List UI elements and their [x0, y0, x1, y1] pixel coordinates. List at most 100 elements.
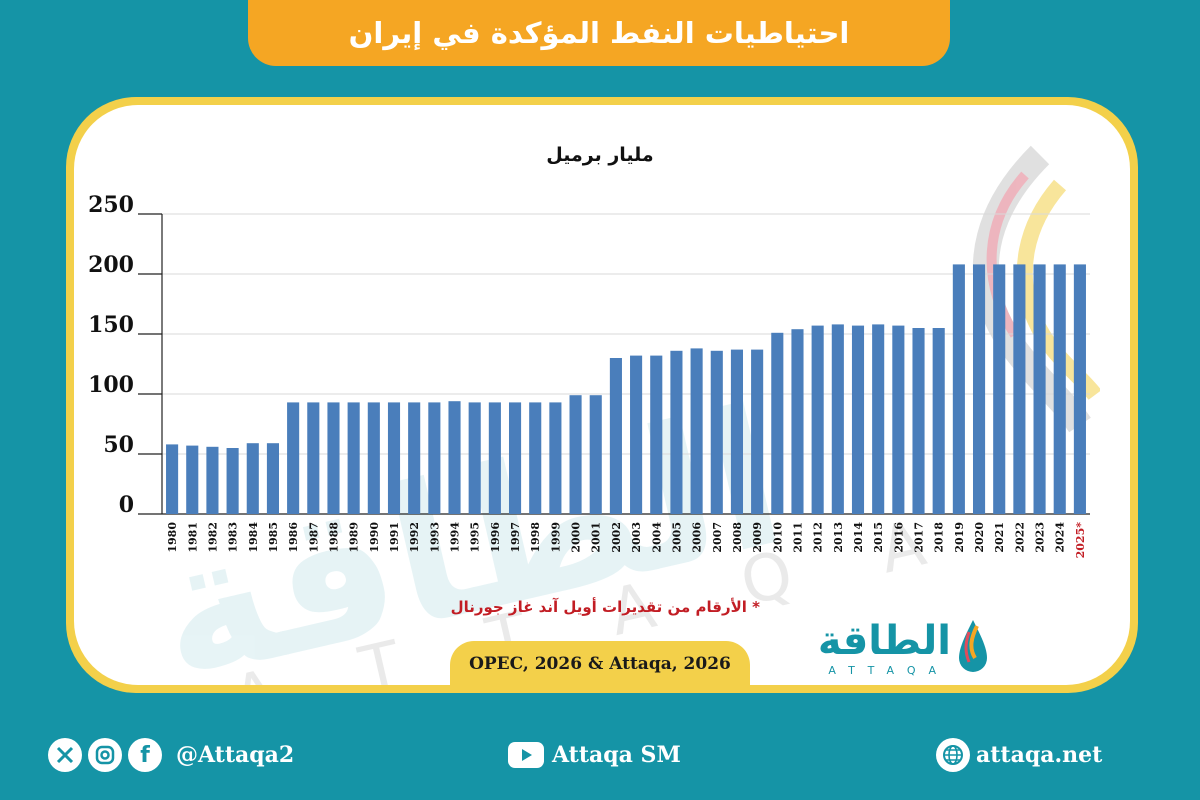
x-icon[interactable]	[48, 738, 82, 772]
logo-latin: ATTAQA	[828, 664, 949, 677]
y-tick-label: 250	[88, 192, 134, 218]
x-tick-label: 2007	[711, 522, 724, 553]
x-tick-label: 1999	[549, 522, 562, 553]
bar	[932, 328, 945, 514]
x-tick-label: 2004	[650, 522, 663, 553]
bar	[670, 350, 683, 514]
title-banner: احتياطيات النفط المؤكدة في إيران	[248, 0, 950, 66]
bar	[1013, 264, 1026, 514]
x-tick-label: 1984	[247, 522, 260, 553]
x-tick-label: 1993	[428, 522, 441, 553]
bar	[690, 348, 703, 514]
y-tick-label: 50	[103, 432, 134, 458]
x-tick-label: 1992	[408, 522, 421, 553]
bar	[872, 324, 885, 514]
x-tick-label: 2015	[872, 522, 885, 553]
bar	[569, 395, 582, 514]
bar	[166, 444, 179, 514]
x-tick-label: 1986	[287, 522, 300, 553]
bar	[811, 325, 824, 514]
instagram-icon[interactable]	[88, 738, 122, 772]
unit-label: مليار برميل	[546, 144, 654, 166]
bar	[408, 402, 421, 514]
page-title: احتياطيات النفط المؤكدة في إيران	[348, 16, 850, 50]
bar	[630, 355, 643, 514]
bar	[327, 402, 340, 514]
x-tick-label: 2013	[832, 522, 845, 553]
bar	[730, 349, 744, 514]
bar	[549, 402, 562, 514]
x-tick-label: 2002	[610, 522, 623, 553]
drop-icon	[959, 620, 987, 672]
bar	[851, 325, 865, 514]
x-tick-label: 2011	[791, 522, 804, 553]
x-tick-label: 2021	[993, 522, 1006, 553]
x-tick-label: 2005	[670, 522, 683, 553]
x-tick-label: 2010	[771, 522, 784, 553]
social-handle[interactable]: @Attaqa2	[176, 742, 295, 768]
bar	[1053, 264, 1066, 514]
bar	[589, 395, 602, 514]
x-tick-label: 2006	[691, 522, 704, 553]
bar	[892, 325, 905, 514]
x-tick-label: 1985	[267, 522, 280, 553]
youtube-icon[interactable]	[508, 742, 544, 768]
bar	[791, 329, 804, 514]
y-tick-label: 150	[88, 312, 134, 338]
bar	[307, 402, 320, 514]
globe-icon[interactable]	[936, 738, 970, 772]
x-tick-label: 2019	[953, 522, 966, 553]
x-tick-label: 2012	[812, 522, 825, 553]
bar	[1073, 264, 1086, 514]
x-tick-label: 2000	[570, 522, 583, 553]
bar	[387, 402, 401, 514]
bar	[367, 402, 380, 514]
website-link: attaqa.net	[936, 735, 1102, 775]
x-tick-label: 1994	[449, 522, 462, 553]
x-tick-label: 2017	[913, 522, 926, 553]
bar	[710, 350, 723, 514]
bar	[206, 446, 219, 514]
x-tick-label: 2003	[630, 522, 643, 553]
bar	[186, 445, 199, 514]
x-tick-label: 2001	[590, 522, 603, 553]
social-links: f @Attaqa2	[48, 735, 294, 775]
bar	[771, 332, 784, 514]
x-tick-label: 2009	[751, 522, 764, 553]
bar	[246, 443, 259, 514]
bar	[952, 264, 965, 514]
facebook-icon[interactable]: f	[128, 738, 162, 772]
x-tick-label: 2014	[852, 522, 865, 553]
bar	[508, 402, 522, 514]
bar	[266, 443, 280, 514]
y-tick-label: 200	[88, 252, 134, 278]
x-tick-label: 1998	[529, 522, 542, 553]
logo-arabic: الطاقة	[817, 618, 951, 664]
y-tick-label: 0	[119, 492, 134, 518]
youtube-link: Attaqa SM	[508, 735, 681, 775]
x-tick-label: 1981	[186, 522, 199, 553]
bar	[529, 402, 542, 514]
source-text: OPEC, 2026 & Attaqa, 2026	[469, 654, 731, 674]
x-tick-label: 2024	[1054, 522, 1067, 553]
x-tick-label: 1997	[509, 522, 522, 553]
x-tick-label: 1990	[368, 522, 381, 553]
bar	[831, 324, 844, 514]
x-tick-label: 1988	[327, 522, 340, 553]
x-tick-label: 1995	[469, 522, 482, 553]
source-tab: OPEC, 2026 & Attaqa, 2026	[450, 641, 750, 687]
footnote: * الأرقام من تقديرات أويل آند غاز جورنال	[450, 598, 760, 616]
x-tick-label: 2018	[933, 522, 946, 553]
y-tick-label: 100	[88, 372, 134, 398]
x-tick-label: 1989	[348, 522, 361, 553]
youtube-channel[interactable]: Attaqa SM	[552, 742, 681, 768]
x-tick-label: 2022	[1013, 522, 1026, 553]
website-url[interactable]: attaqa.net	[976, 742, 1103, 768]
x-tick-label: 2025*	[1074, 522, 1087, 559]
attaqa-logo: الطاقة ATTAQA	[805, 616, 995, 684]
x-tick-label: 1996	[489, 522, 502, 553]
x-tick-label: 2008	[731, 522, 744, 553]
bar	[468, 402, 481, 514]
bar	[287, 402, 300, 514]
